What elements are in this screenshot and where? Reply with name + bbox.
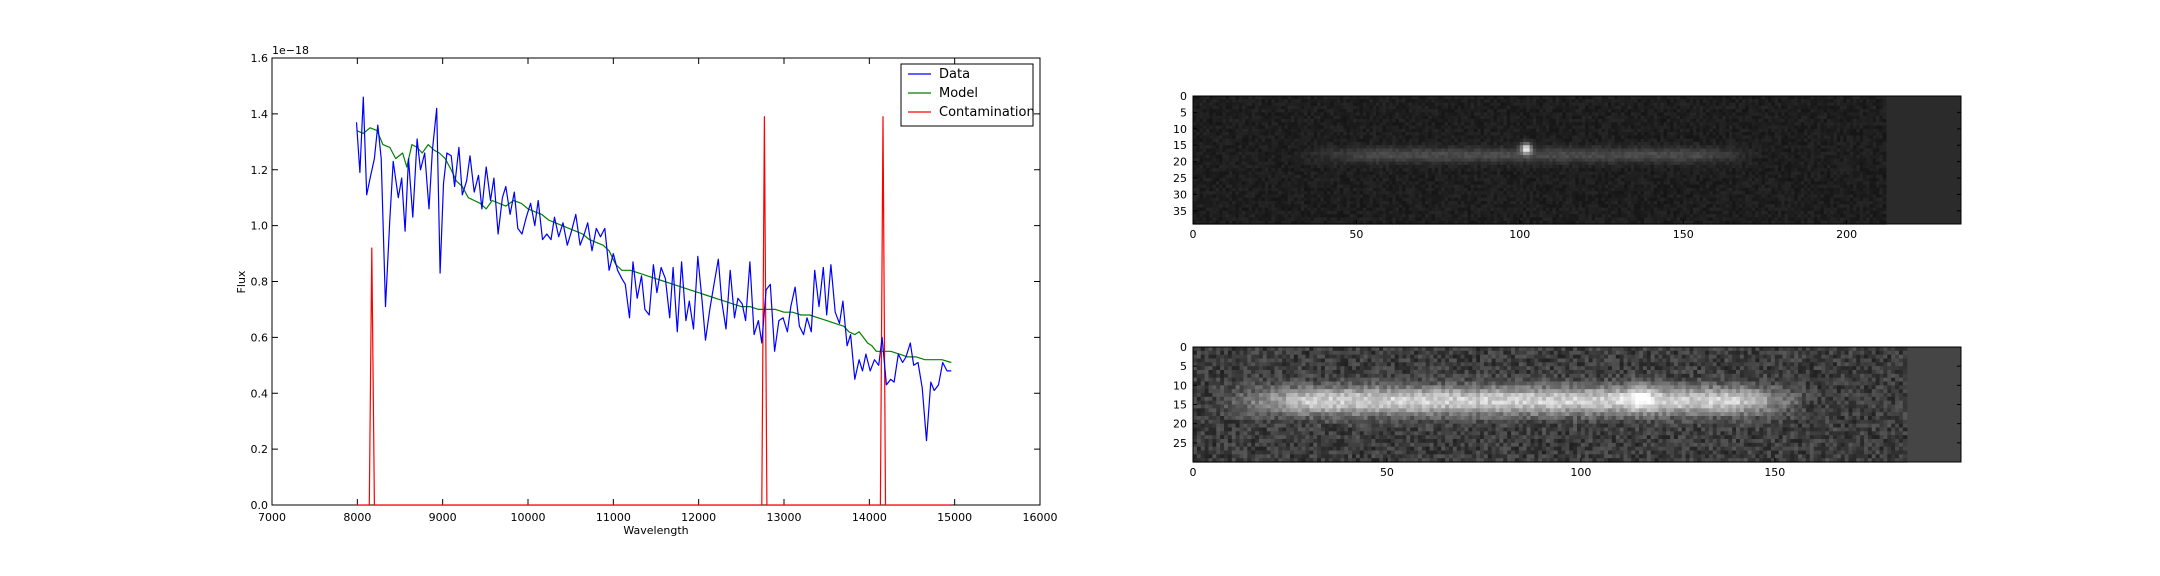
image-pixels <box>1193 96 1961 225</box>
y-tick-label: 0.6 <box>251 331 269 344</box>
legend: Data Model Contamination <box>901 64 1035 126</box>
x-tick-label: 8000 <box>343 511 371 524</box>
x-tick-label: 11000 <box>596 511 631 524</box>
offset-text: 1e−18 <box>272 44 309 57</box>
y-tick-label: 0.0 <box>251 499 269 512</box>
x-tick-label: 15000 <box>937 511 972 524</box>
x-tick-label: 9000 <box>429 511 457 524</box>
legend-label-contamination: Contamination <box>939 105 1035 120</box>
x-tick-label: 14000 <box>852 511 887 524</box>
x-tick-label: 7000 <box>258 511 286 524</box>
y-tick-label: 1.6 <box>251 52 269 65</box>
y-tick-label: 1.4 <box>251 108 269 121</box>
y-tick-label: 0.2 <box>251 443 269 456</box>
y-tick-label: 1.2 <box>251 164 269 177</box>
y-tick-label: 0.8 <box>251 276 269 289</box>
legend-label-data: Data <box>939 67 970 82</box>
x-tick-label: 10000 <box>511 511 546 524</box>
y-tick-label: 0.4 <box>251 387 269 400</box>
y-tick-label: 1.0 <box>251 220 269 233</box>
x-tick-label: 13000 <box>767 511 802 524</box>
x-tick-label: 12000 <box>681 511 716 524</box>
x-axis-label: Wavelength <box>623 524 688 537</box>
legend-label-model: Model <box>939 86 978 101</box>
x-tick-label: 16000 <box>1023 511 1058 524</box>
y-axis-label: Flux <box>235 270 248 293</box>
spectrum-chart: 7000 8000 9000 10000 11000 12000 13000 14000 150… <box>235 44 1058 537</box>
